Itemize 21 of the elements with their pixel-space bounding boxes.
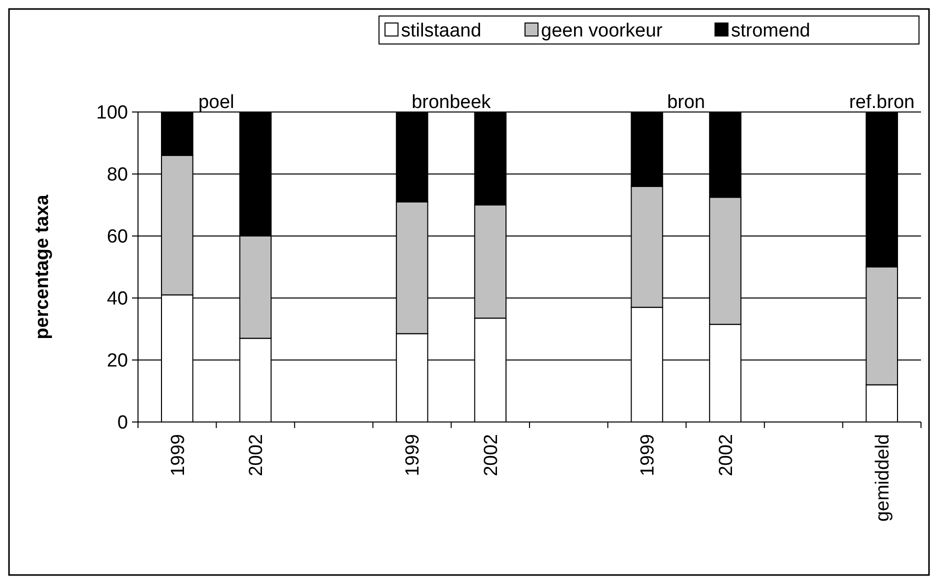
- annotation: poel: [198, 92, 234, 113]
- y-tick-label: 60: [106, 226, 128, 248]
- annotation: ref.bron: [849, 92, 915, 113]
- y-tick-label: 40: [106, 288, 128, 310]
- y-axis-title: percentage taxa: [32, 194, 53, 340]
- annotation: bronbeek: [412, 92, 492, 113]
- x-tick-label: gemiddeld: [872, 434, 894, 522]
- legend-label: stilstaand: [401, 20, 482, 42]
- y-tick-label: 0: [117, 412, 128, 434]
- x-tick-label: 2002: [246, 434, 268, 476]
- legend-label: stromend: [731, 20, 810, 42]
- x-tick-label: 2002: [481, 434, 502, 476]
- annotation: bron: [667, 92, 706, 113]
- x-tick-label: 1999: [168, 434, 189, 476]
- y-tick-label: 20: [106, 350, 128, 372]
- x-tick-label: 2002: [716, 434, 737, 476]
- y-tick-label: 80: [106, 164, 128, 186]
- x-tick-label: 1999: [638, 434, 659, 476]
- legend-label: geen voorkeur: [541, 20, 664, 42]
- x-tick-label: 1999: [402, 434, 424, 476]
- y-tick-label: 100: [96, 102, 128, 124]
